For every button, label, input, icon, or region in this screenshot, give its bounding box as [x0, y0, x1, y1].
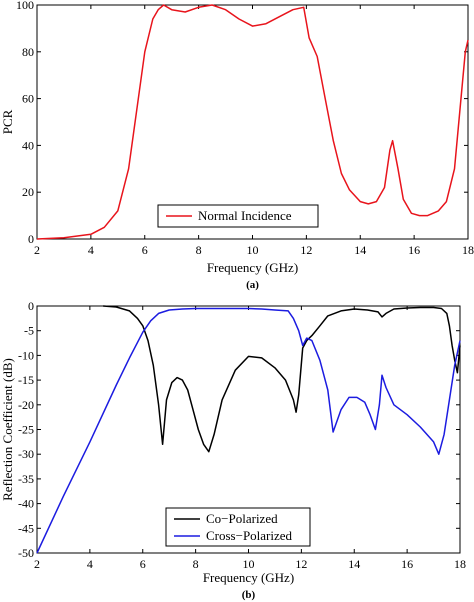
ticks-b: 2 4 6 8 10 12 14 16 18 0 -5 -10 -15 -20 -25 -30 -35 -40 -4… [18, 299, 466, 571]
y-tick-label-a: 40 [22, 138, 34, 152]
panel-label-a: (a) [246, 279, 259, 291]
x-tick-label-b: 2 [34, 557, 40, 571]
x-tick-label-a: 4 [88, 243, 94, 257]
plot-frame-a [36, 4, 469, 240]
x-tick-label-a: 16 [408, 243, 420, 257]
x-tick-label-a: 18 [462, 243, 474, 257]
x-tick-label-a: 14 [354, 243, 366, 257]
chart-b: 2 4 6 8 10 12 14 16 18 0 -5 -10 -15 -20 -25 -30 -35 -40 -4… [0, 299, 466, 601]
x-axis-title-a: Frequency (GHz) [207, 260, 298, 275]
y-tick-label-b: -40 [18, 497, 34, 511]
legend-label-b-2: Cross−Polarized [206, 528, 293, 543]
x-tick-label-b: 18 [454, 557, 466, 571]
x-tick-label-a: 6 [142, 243, 148, 257]
x-tick-label-b: 10 [243, 557, 255, 571]
x-tick-label-a: 8 [196, 243, 202, 257]
x-tick-label-b: 12 [295, 557, 307, 571]
x-tick-label-a: 10 [247, 243, 259, 257]
y-tick-label-b: 0 [28, 299, 34, 313]
x-tick-label-a: 2 [34, 243, 40, 257]
y-tick-label-b: -15 [18, 373, 34, 387]
ticks-a: 2 4 6 8 10 12 14 16 18 0 20 40 60 80 100 [16, 0, 474, 257]
series-line-b-1 [103, 305, 461, 453]
y-tick-label-a: 80 [22, 45, 34, 59]
x-tick-label-b: 4 [87, 557, 93, 571]
x-tick-label-b: 8 [193, 557, 199, 571]
y-tick-label-b: -35 [18, 472, 34, 486]
legend-label-a-1: Normal Incidence [198, 208, 292, 223]
lines-a [36, 4, 469, 240]
legend-box-b [165, 507, 311, 547]
legend-a: Normal Incidence [157, 204, 319, 228]
y-tick-label-a: 20 [22, 185, 34, 199]
legend-label-b-1: Co−Polarized [206, 511, 278, 526]
y-tick-label-b: -5 [24, 324, 34, 338]
chart-a: 2 4 6 8 10 12 14 16 18 0 20 40 60 80 100 Normal Incide… [0, 0, 474, 291]
y-tick-label-b: -50 [18, 546, 34, 560]
panel-label-b: (b) [242, 589, 256, 601]
series-line-b-2 [36, 307, 461, 554]
series-line-a-1 [36, 4, 469, 240]
x-tick-label-b: 16 [401, 557, 413, 571]
x-tick-label-a: 12 [300, 243, 312, 257]
y-tick-label-b: -25 [18, 423, 34, 437]
legend-b: Co−Polarized Cross−Polarized [165, 507, 311, 547]
lines-b [36, 305, 461, 554]
y-tick-label-b: -10 [18, 348, 34, 362]
y-axis-title-a: PCR [0, 109, 15, 134]
x-tick-label-b: 14 [348, 557, 360, 571]
legend-box-a [157, 204, 319, 228]
x-tick-label-b: 6 [140, 557, 146, 571]
y-tick-label-a: 60 [22, 92, 34, 106]
y-axis-title-b: Reflection Coefficient (dB) [0, 358, 15, 501]
y-tick-label-b: -30 [18, 447, 34, 461]
y-tick-label-a: 0 [28, 232, 34, 246]
y-tick-label-b: -20 [18, 398, 34, 412]
y-tick-label-b: -45 [18, 521, 34, 535]
x-axis-title-b: Frequency (GHz) [203, 570, 294, 585]
y-tick-label-a: 100 [16, 0, 34, 12]
